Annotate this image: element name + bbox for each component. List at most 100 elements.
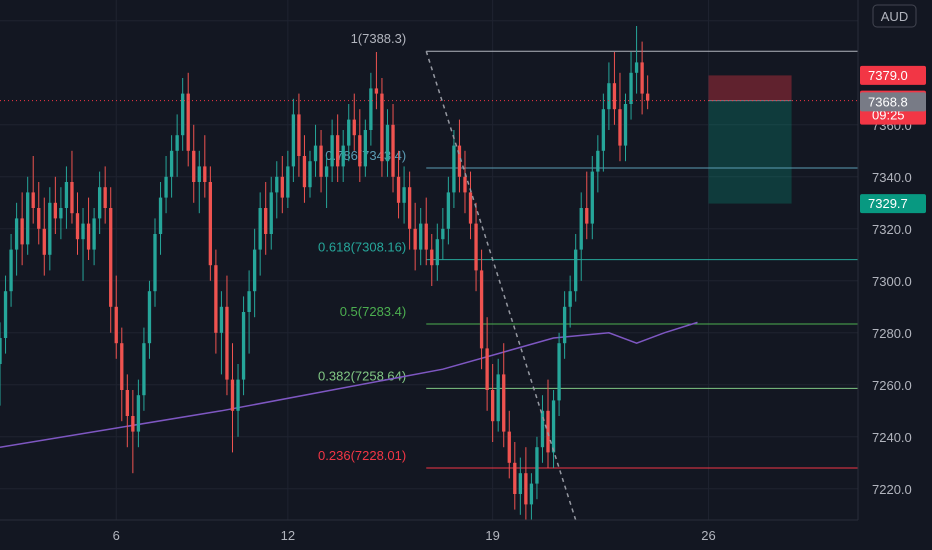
candle <box>313 124 318 177</box>
price-tag-value: 7329.7 <box>868 196 908 211</box>
long-short-position-tool[interactable] <box>708 75 792 204</box>
candle <box>125 374 129 448</box>
trend-line-dashed[interactable] <box>425 50 577 521</box>
candle-body <box>513 462 517 494</box>
price-tag-background <box>860 92 926 112</box>
candle <box>524 447 528 520</box>
candle <box>336 114 340 182</box>
candle-body <box>92 218 96 250</box>
price-tick-label: 7220.0 <box>872 482 912 497</box>
fib-level-label: 1(7388.3) <box>351 31 407 46</box>
candle-body <box>596 150 600 172</box>
price-axis-background <box>858 0 932 520</box>
candle-body <box>3 291 8 338</box>
candle <box>14 202 19 276</box>
price-axis[interactable]: 7220.0 7240.0 7260.0 7280.0 7300.0 7320.0 7340… <box>872 14 912 497</box>
candle-body <box>380 93 384 162</box>
position-stop-zone[interactable] <box>708 75 792 101</box>
candle-body <box>236 379 240 411</box>
candle-body <box>158 197 163 234</box>
candle <box>413 202 417 271</box>
candle <box>634 26 639 94</box>
candle <box>347 104 351 162</box>
candle <box>607 62 611 130</box>
candle <box>192 124 196 203</box>
candle-body <box>319 145 323 177</box>
candle-body <box>535 447 539 484</box>
candle <box>241 296 246 396</box>
candle-body <box>109 208 113 307</box>
candle-body <box>424 223 428 250</box>
candle <box>120 327 124 422</box>
candle <box>164 156 168 214</box>
trend-line[interactable] <box>425 50 577 521</box>
fib-level-label: 0.618(7308.16) <box>318 240 406 255</box>
candle-body <box>219 306 224 333</box>
candle <box>114 275 118 359</box>
candle <box>147 280 152 359</box>
currency-button[interactable]: AUD <box>872 4 917 28</box>
candle <box>97 171 102 234</box>
candle-body <box>529 483 534 505</box>
candle <box>0 322 2 406</box>
candle <box>291 98 296 182</box>
candle <box>446 176 451 245</box>
currency-label: AUD <box>881 9 908 24</box>
candle-body <box>230 379 235 411</box>
candle-body <box>452 145 456 193</box>
candle-body <box>579 208 583 250</box>
time-axis[interactable]: 6 12 19 26 <box>113 528 716 543</box>
position-target-zone[interactable] <box>708 100 792 204</box>
candle <box>496 358 500 432</box>
candle <box>247 270 251 354</box>
candle <box>158 182 163 255</box>
candle <box>42 197 46 276</box>
candle-body <box>391 124 395 177</box>
price-tick-label: 7280.0 <box>872 326 912 341</box>
candle-body <box>446 192 451 229</box>
price-tick-label: 7260.0 <box>872 378 912 393</box>
candle <box>529 473 534 520</box>
candle-body <box>252 249 257 292</box>
candle-body <box>612 83 617 110</box>
candle-body <box>518 473 522 494</box>
candle <box>186 72 190 167</box>
candle <box>3 275 8 354</box>
candle <box>396 150 401 219</box>
candle <box>435 223 439 281</box>
candle <box>568 275 572 328</box>
candle <box>286 150 290 208</box>
price-tick-label: 7340.0 <box>872 170 912 185</box>
candle-body <box>546 410 550 453</box>
candle-body <box>502 374 506 432</box>
candle-body <box>562 306 567 344</box>
candle <box>562 291 567 359</box>
candle-body <box>197 166 201 182</box>
candle <box>81 208 85 281</box>
candle <box>75 192 80 255</box>
candle <box>507 410 511 479</box>
price-tag-value: 7379.0 <box>868 68 908 83</box>
fib-level-label: 0.382(7258.64) <box>318 368 406 383</box>
candle-body <box>37 208 41 229</box>
candle-body <box>280 176 284 198</box>
candle-body <box>358 135 362 167</box>
candle-body <box>0 338 2 364</box>
price-tag: 7329.7 <box>860 194 926 214</box>
candle <box>424 197 428 266</box>
candle-body <box>48 202 52 255</box>
candle-body <box>496 374 500 422</box>
candle-body <box>640 62 644 94</box>
candle-body <box>97 187 102 219</box>
candle-body <box>136 395 141 432</box>
candle-body <box>225 306 229 380</box>
candle-body <box>402 187 406 203</box>
candle-body <box>618 109 622 146</box>
candle-body <box>164 176 168 198</box>
candle-body <box>396 176 401 203</box>
candle-body <box>441 228 445 240</box>
candle <box>557 332 561 416</box>
candle <box>280 156 284 214</box>
